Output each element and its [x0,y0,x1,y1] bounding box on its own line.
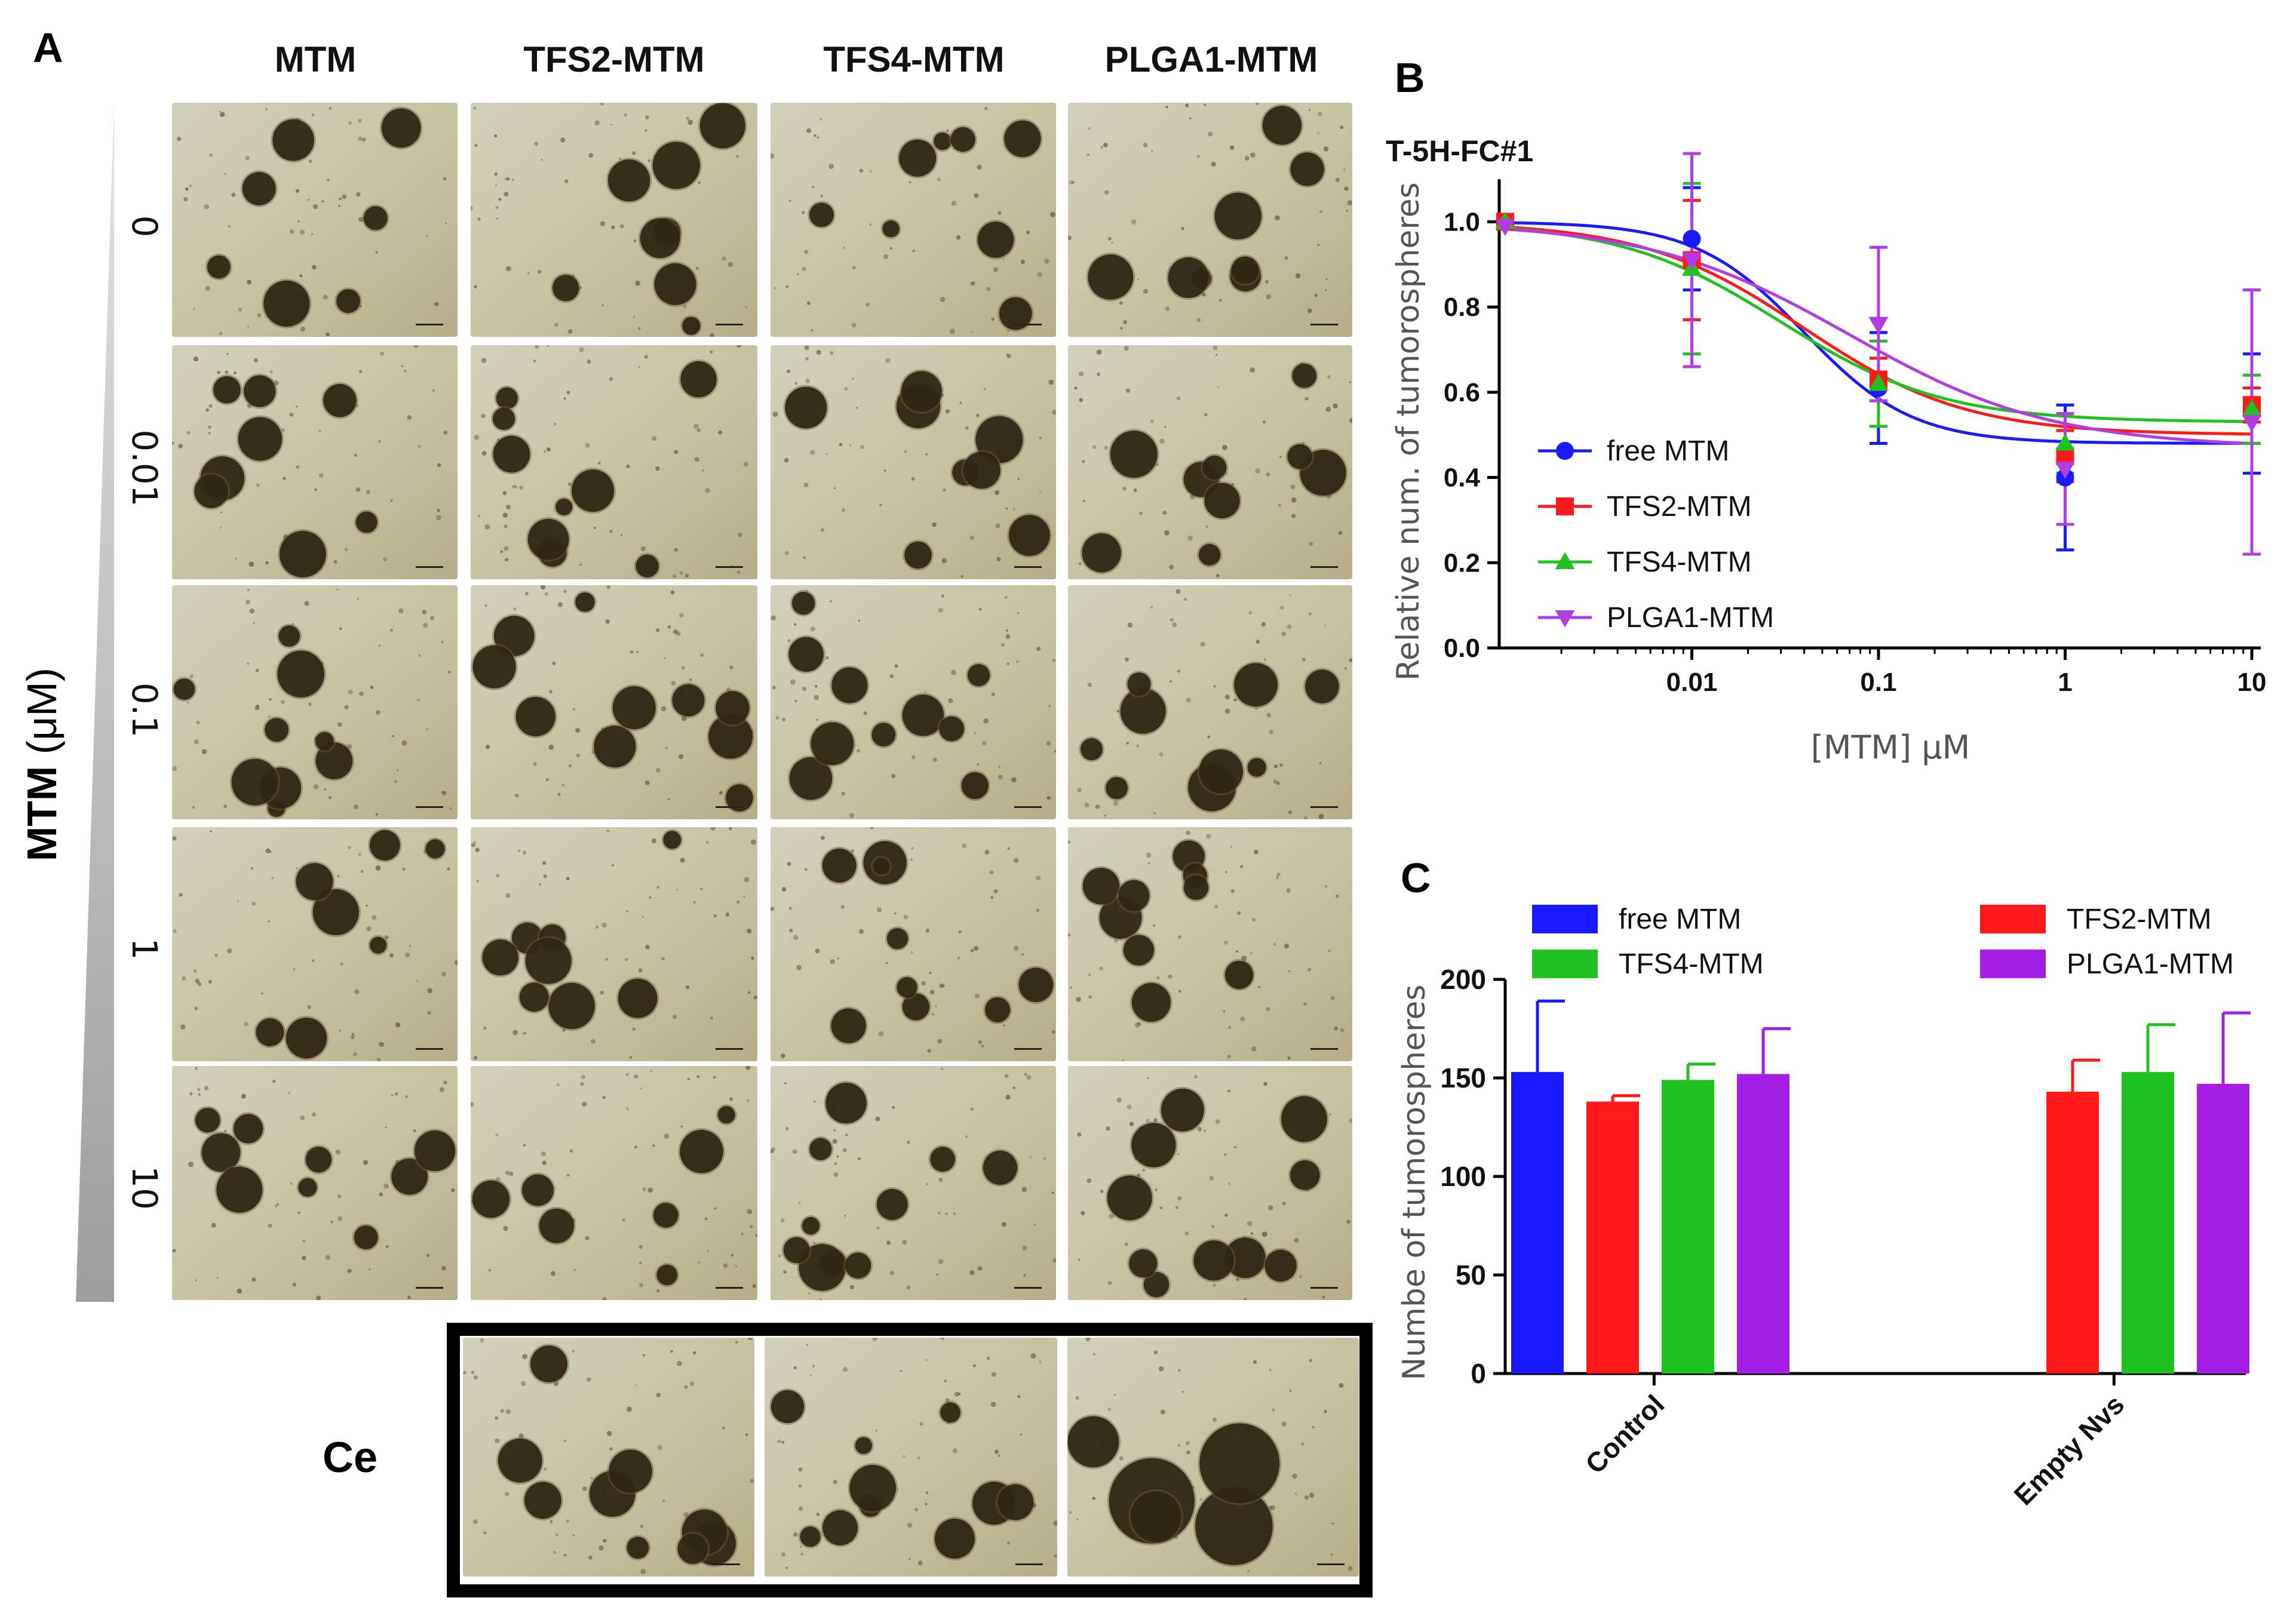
micrograph-mtm-0-01 [172,345,458,579]
b-x-tick-label: 10 [2237,668,2267,697]
c-bar-0-1 [1586,1101,1639,1374]
c-legend-swatch-1 [1980,905,2046,933]
column-header-tfs4: TFS4-MTM [823,39,1005,79]
b-point-0-1 [1683,229,1701,248]
c-bar-0-0 [1511,1072,1564,1374]
micrograph-mtm-1 [172,827,458,1061]
c-y-tick-label: 200 [1440,964,1486,995]
c-legend-label: PLGA1-MTM [2067,948,2234,980]
micrograph-mtm-0 [172,103,458,337]
c-bar-1-3 [2197,1083,2249,1374]
micrograph-plga1-1 [1068,827,1352,1061]
b-legend-marker-0 [1556,442,1574,460]
b-y-tick-label: 0.0 [1444,634,1480,663]
b-point-3-0 [1495,219,1515,236]
b-y-tick-label: 0.8 [1444,293,1480,322]
ce-frame [447,1323,1373,1597]
b-x-tick-label: 1 [2058,668,2072,697]
ce-micrograph-3 [1067,1338,1359,1577]
micrograph-plga1-0 [1068,103,1352,337]
micrograph-tfs4-0-1 [771,585,1056,819]
b-point-3-2 [1868,317,1889,334]
b-x-tick-label: 0.01 [1666,668,1718,697]
b-point-3-4 [2242,414,2262,432]
b-y-tick-label: 0.4 [1444,463,1481,493]
c-legend-label: TFS4-MTM [1619,948,1764,980]
b-point-2-3 [2055,433,2075,451]
panel-b-chart: 0.0 0.2 0.4 0.6 0.8 1.0 0.01 0.1 1 10 T-5H-FC#1 [MT… [1386,134,2267,766]
micrograph-tfs4-0-01 [771,345,1056,579]
b-y-tick-label: 0.6 [1444,378,1480,407]
c-x-tick-label: Empty Nvs [2008,1388,2130,1511]
b-point-2-2 [1868,374,1889,391]
column-header-mtm: MTM [274,39,357,79]
c-y-axis-label: Numbe of tumorospheres [1396,985,1432,1381]
micrograph-tfs4-0 [771,103,1056,337]
b-legend-label: free MTM [1607,435,1729,467]
micrograph-tfs2-0 [471,103,757,337]
micrograph-plga1-0-1 [1068,585,1352,819]
micrograph-mtm-0-1 [172,585,458,819]
row-label-0: 0 [124,215,165,238]
c-bar-0-2 [1662,1080,1714,1374]
c-legend-swatch-3 [1980,950,2046,978]
panel-c-chart: 0 50 100 150 200 Numbe of tumorospheres Contro… [1396,904,2251,1511]
micrograph-tfs2-0-01 [471,345,757,579]
c-bar-0-3 [1737,1074,1789,1374]
row-label-0-1: 0.1 [124,682,165,738]
b-y-axis-label: Relative num. of tumorospheres [1391,182,1426,681]
micrograph-tfs4-10 [771,1066,1056,1300]
b-point-3-1 [1682,253,1702,271]
b-x-tick-label: 0.1 [1860,668,1896,697]
c-y-tick-label: 50 [1456,1259,1486,1291]
b-legend-marker-3 [1555,610,1575,628]
column-header-tfs2: TFS2-MTM [523,39,705,79]
micrograph-plga1-0-01 [1068,345,1352,579]
b-chart-title: T-5H-FC#1 [1386,134,1533,168]
c-legend-swatch-0 [1532,905,1598,933]
c-y-tick-label: 0 [1471,1358,1486,1389]
c-y-tick-label: 100 [1440,1161,1486,1192]
row-label-0-01: 0.01 [124,429,165,507]
ce-micrograph-2 [765,1338,1057,1577]
ce-micrograph-1 [463,1338,754,1577]
panel-a-y-axis-title: MTM (μM) [19,667,65,862]
column-header-plga1: PLGA1-MTM [1104,39,1318,79]
c-x-tick-label: Control [1579,1388,1670,1479]
micrograph-plga1-10 [1068,1066,1352,1300]
c-bar-1-1 [2046,1092,2099,1374]
b-legend-label: TFS2-MTM [1607,491,1752,523]
c-legend-label: free MTM [1619,904,1741,935]
b-x-axis-label: [MTM] μM [1811,729,1970,766]
row-label-1: 1 [124,938,165,960]
micrograph-tfs2-1 [471,827,757,1061]
micrograph-tfs2-0-1 [471,585,757,819]
row-label-10: 10 [124,1166,165,1210]
c-legend-label: TFS2-MTM [2067,904,2212,935]
b-point-2-4 [2242,399,2262,417]
ce-label: Ce [323,1434,378,1482]
micrograph-tfs2-10 [471,1066,757,1300]
c-y-tick-label: 150 [1440,1062,1486,1093]
b-legend-marker-1 [1556,497,1574,515]
panel-c-letter: C [1401,855,1431,901]
b-y-tick-label: 1.0 [1444,207,1480,236]
panel-b-letter: B [1395,54,1425,101]
b-legend-label: TFS4-MTM [1607,546,1752,578]
c-bar-1-2 [2122,1072,2174,1374]
micrograph-tfs4-1 [771,827,1056,1061]
micrograph-mtm-10 [172,1066,458,1300]
b-point-3-3 [2055,462,2075,479]
b-y-tick-label: 0.2 [1444,548,1480,577]
panel-a-letter: A [33,24,63,71]
concentration-wedge [76,102,114,1302]
b-legend-marker-2 [1555,552,1575,569]
c-legend-swatch-2 [1532,950,1598,978]
b-legend-label: PLGA1-MTM [1607,602,1774,634]
